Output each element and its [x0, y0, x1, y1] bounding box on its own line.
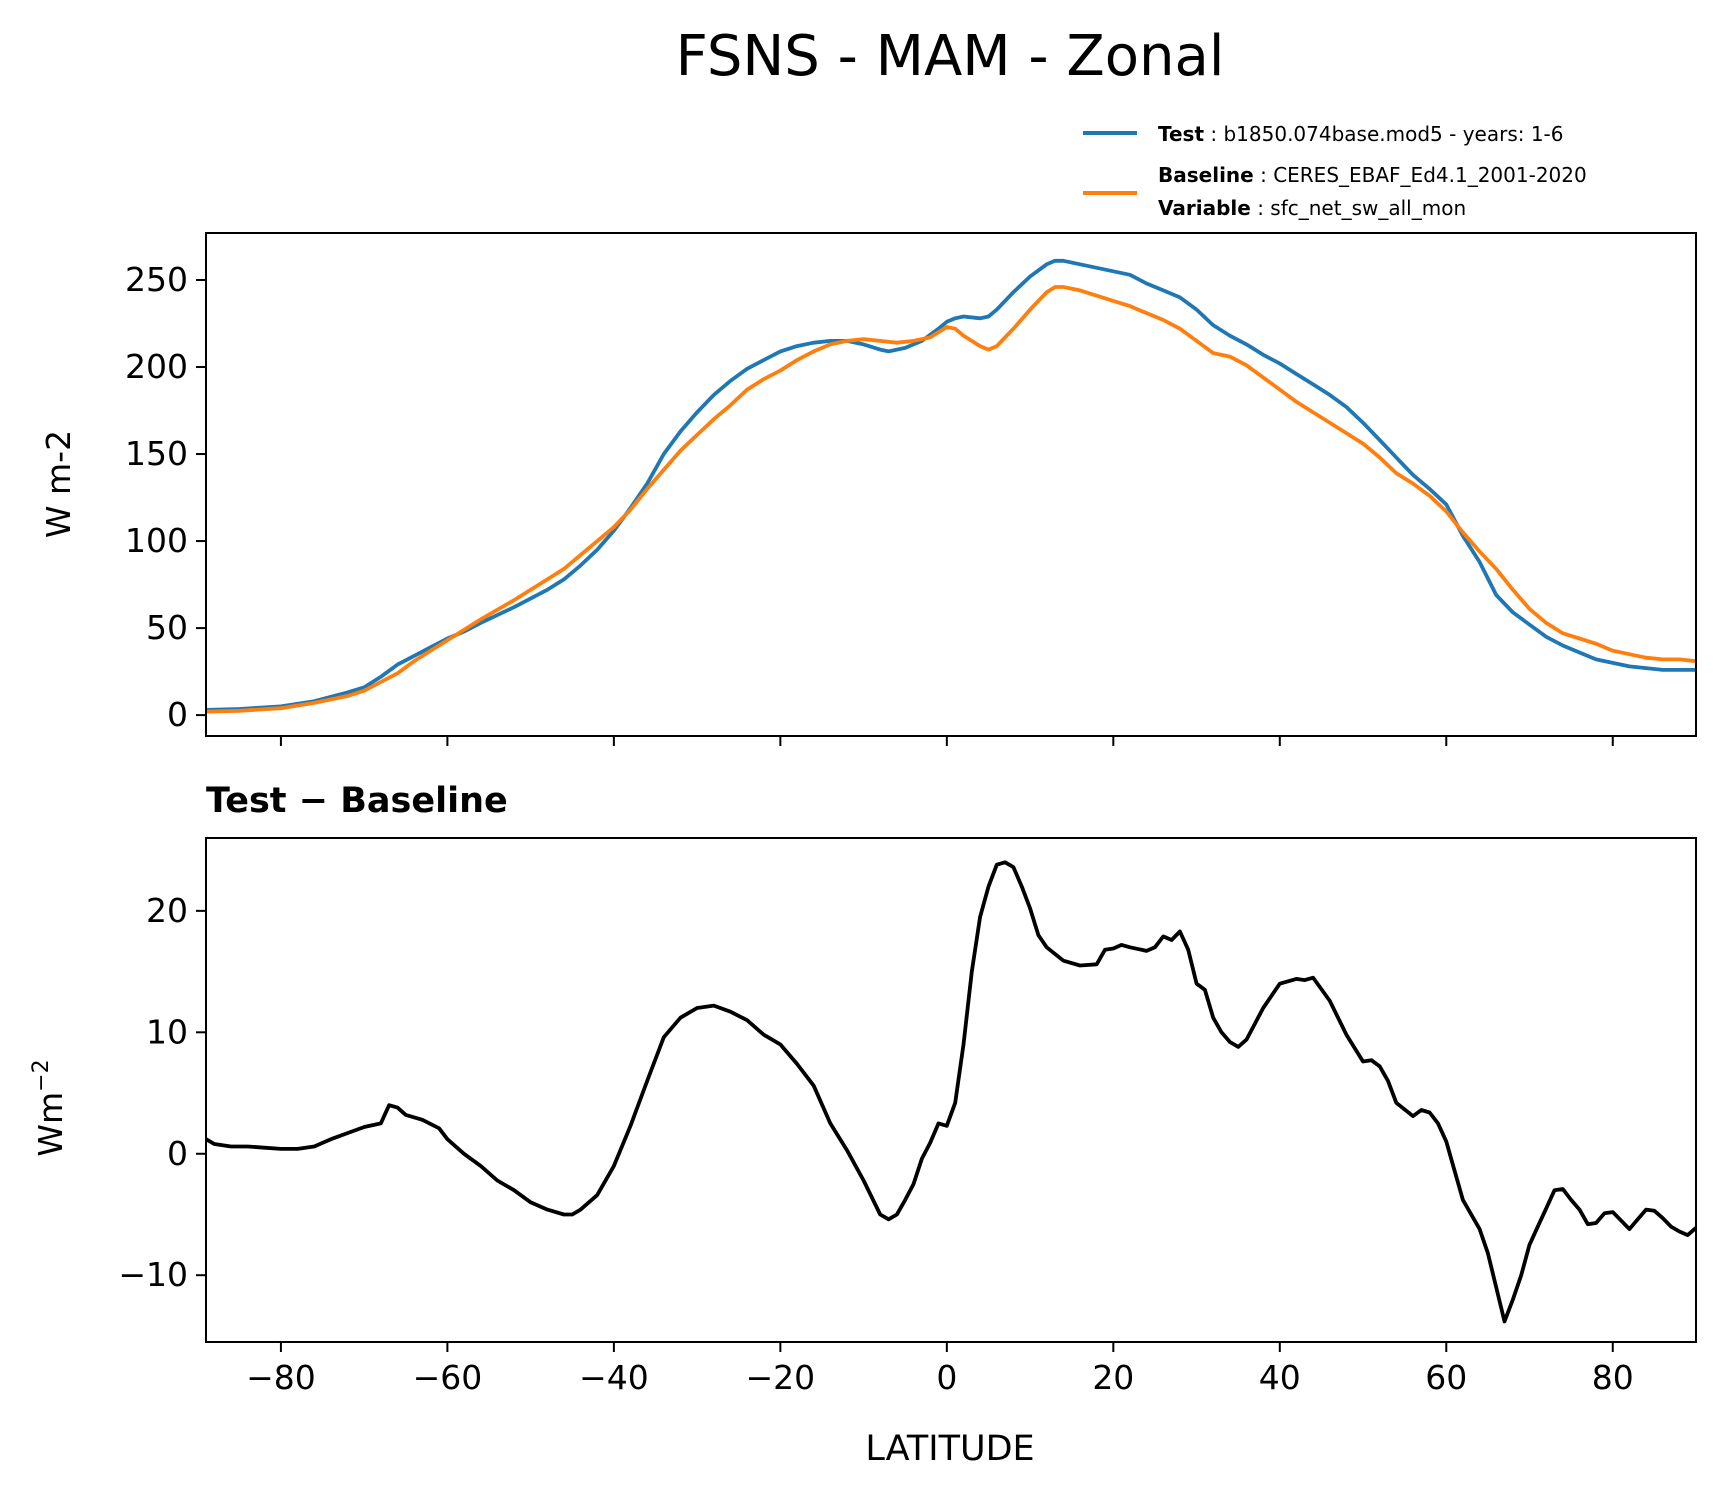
x-tick-label: −80	[246, 1358, 316, 1397]
y-tick-label: 100	[125, 521, 188, 560]
diff-panel-title: Test − Baseline	[206, 781, 508, 821]
legend-sep: :	[1251, 196, 1270, 220]
legend-variable-entry: Variable : sfc_net_sw_all_mon	[1158, 196, 1466, 220]
y-tick-label: 0	[167, 695, 188, 734]
x-tick-label: −60	[413, 1358, 483, 1397]
y-tick-label: 0	[167, 1134, 188, 1173]
panel-zonal-mean: 0 50 100 150 200 250 W m-2	[39, 232, 1697, 746]
legend-baseline-key: Baseline	[1158, 163, 1254, 187]
legend-baseline-value: CERES_EBAF_Ed4.1_2001-2020	[1273, 163, 1587, 187]
legend: Test : b1850.074base.mod5 - years: 1-6 B…	[1083, 122, 1587, 220]
panel-difference: Test − Baseline −10 0 10 20 −80 −60 −40 −20 0 20 4…	[29, 781, 1698, 1469]
y-axis-label-bottom: Wm−2	[29, 1059, 70, 1156]
y-tick-label: −10	[118, 1255, 188, 1294]
y-axis-label-bottom-exponent: −2	[29, 1059, 54, 1091]
y-tick-label: 10	[146, 1012, 188, 1051]
legend-variable-key: Variable	[1158, 196, 1251, 220]
legend-sep: :	[1254, 163, 1273, 187]
y-axis-label-top: W m-2	[39, 430, 78, 538]
legend-test-entry: Test : b1850.074base.mod5 - years: 1-6	[1158, 122, 1564, 146]
legend-sep: :	[1204, 122, 1223, 146]
y-axis-label-bottom-base: Wm	[31, 1092, 70, 1157]
series-line-diff	[205, 860, 1698, 1324]
legend-baseline-entry: Baseline : CERES_EBAF_Ed4.1_2001-2020	[1158, 163, 1587, 187]
x-tick-label: 80	[1592, 1358, 1634, 1397]
x-tick-label: −20	[746, 1358, 816, 1397]
figure-title: FSNS - MAM - Zonal	[676, 24, 1225, 89]
x-tick-label: 60	[1425, 1358, 1467, 1397]
x-tick-label: 40	[1259, 1358, 1301, 1397]
x-tick-label: 20	[1092, 1358, 1134, 1397]
panel-frame	[205, 837, 1697, 1343]
y-tick-label: 250	[125, 260, 188, 299]
y-tick-label: 20	[146, 891, 188, 930]
panel-frame	[205, 232, 1697, 737]
x-tick-label: 0	[936, 1358, 957, 1397]
y-tick-label: 150	[125, 434, 188, 473]
legend-variable-value: sfc_net_sw_all_mon	[1270, 196, 1466, 220]
legend-test-key: Test	[1158, 122, 1204, 146]
series-line-baseline	[205, 285, 1697, 714]
legend-test-value: b1850.074base.mod5 - years: 1-6	[1223, 122, 1563, 146]
y-tick-label: 200	[125, 347, 188, 386]
x-axis-label: LATITUDE	[865, 1429, 1034, 1469]
x-tick-label: −40	[579, 1358, 649, 1397]
y-tick-label: 50	[146, 608, 188, 647]
